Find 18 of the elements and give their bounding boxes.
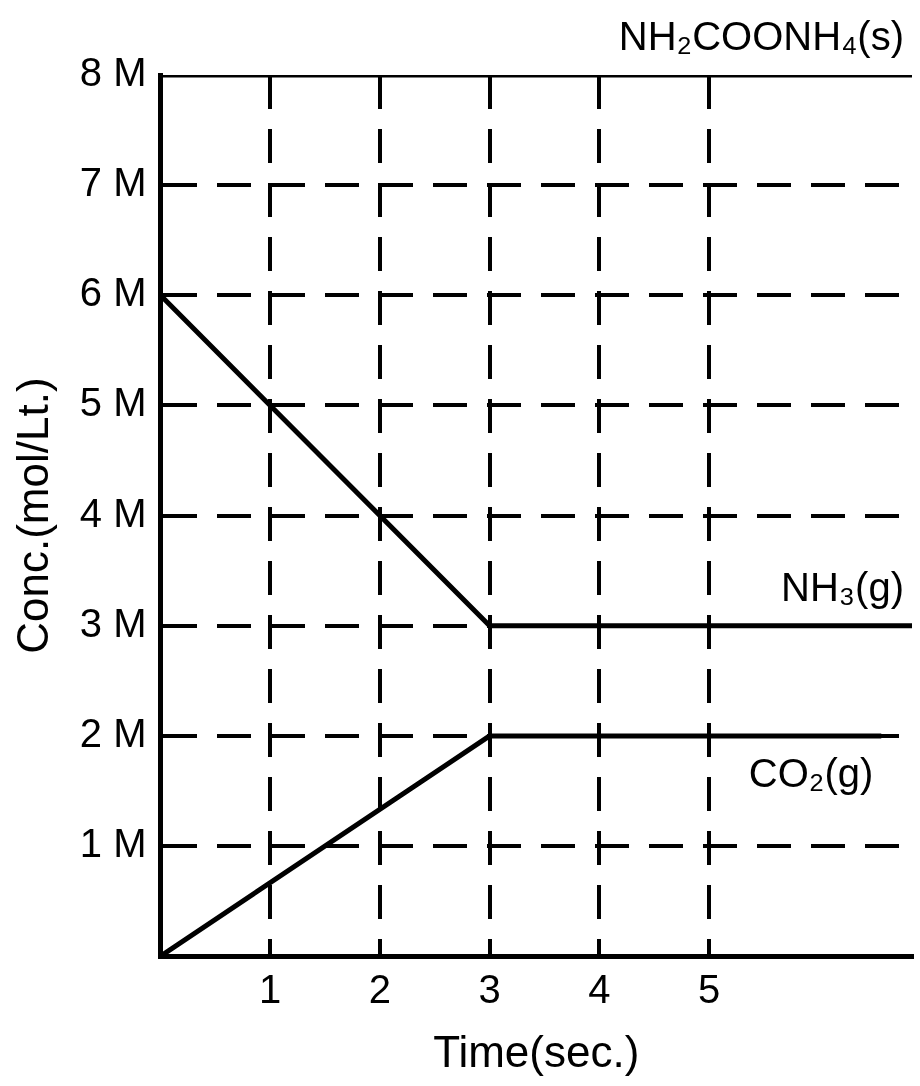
- y-tick-label: 2 M: [79, 710, 147, 755]
- x-tick-label: 4: [588, 967, 611, 1012]
- y-tick-label: 8 M: [79, 50, 147, 95]
- x-axis-title: Time(sec.): [433, 1026, 640, 1076]
- y-axis-title: Conc.(mol/Lt.): [7, 377, 57, 654]
- y-tick-label: 7 M: [79, 160, 147, 205]
- y-tick-label: 1 M: [79, 821, 147, 866]
- x-tick-label: 5: [697, 967, 721, 1012]
- series-label: NH₃(g): [781, 564, 904, 609]
- y-tick-label: 5 M: [79, 380, 147, 425]
- x-tick-label: 3: [478, 967, 501, 1012]
- x-tick-label: 2: [368, 967, 392, 1012]
- y-tick-label: 4 M: [79, 490, 147, 535]
- series-label: CO₂(g): [748, 750, 874, 795]
- series-label: NH₂COONH₄(s): [618, 14, 904, 59]
- y-tick-label: 3 M: [79, 600, 147, 645]
- y-tick-label: 6 M: [79, 270, 147, 315]
- x-tick-label: 1: [259, 967, 282, 1012]
